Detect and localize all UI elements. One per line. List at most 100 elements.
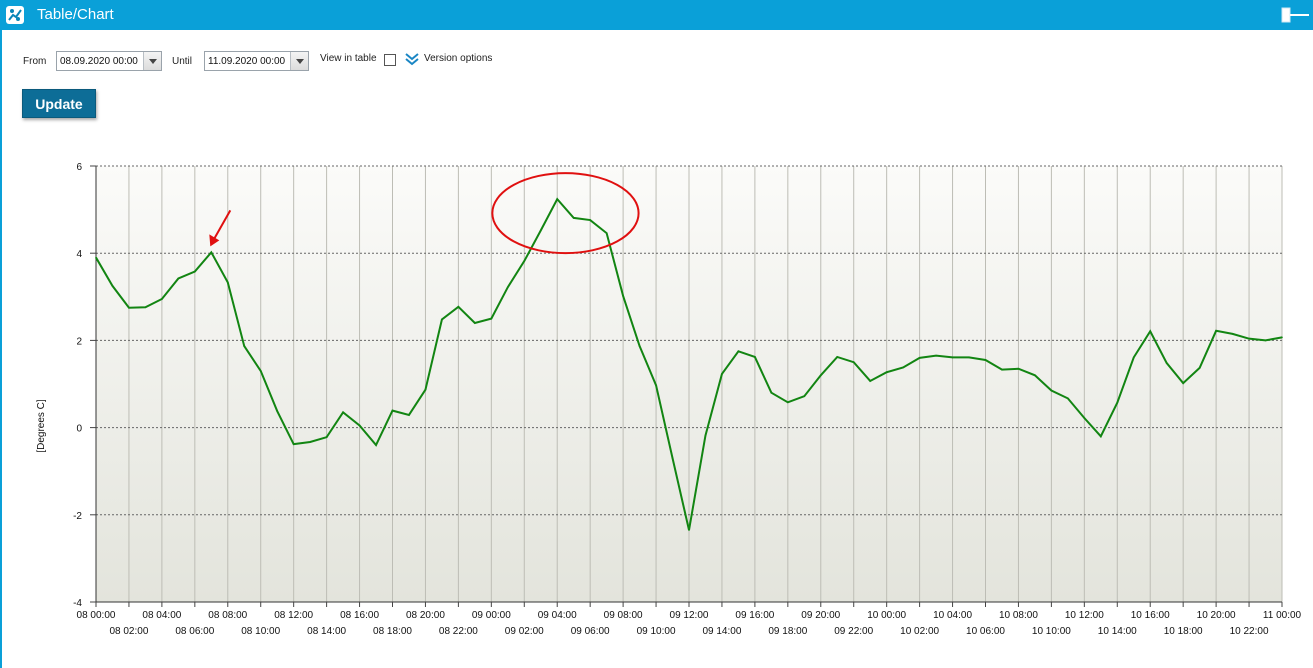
annotation-ellipse	[491, 172, 640, 255]
data-point	[1017, 367, 1020, 370]
data-point	[309, 441, 311, 443]
data-point	[902, 366, 904, 369]
x-tick-label: 10 00:00	[867, 610, 906, 621]
data-point	[1264, 339, 1267, 342]
data-point	[259, 370, 262, 372]
data-point	[243, 345, 246, 347]
data-point	[787, 401, 789, 404]
data-point	[128, 306, 130, 309]
from-date-picker[interactable]: 08.09.2020 00:00	[56, 51, 162, 71]
x-tick-label: 09 16:00	[735, 610, 774, 621]
x-tick-label: 08 10:00	[241, 626, 280, 637]
y-tick-label: -2	[73, 511, 82, 522]
x-tick-label: 08 02:00	[109, 626, 148, 637]
chevron-down-icon[interactable]	[143, 52, 161, 70]
data-point	[1034, 374, 1036, 377]
data-point	[292, 443, 295, 445]
y-tick-label: 2	[76, 336, 82, 347]
x-tick-label: 08 18:00	[373, 626, 412, 637]
data-point	[803, 395, 806, 398]
view-in-table-checkbox[interactable]	[384, 54, 396, 66]
temperature-line-chart: -4 -2 0 2 4 6 08 00:00 08 02:00 08 04:00 08 06:0…	[36, 162, 1302, 637]
data-point	[1182, 382, 1184, 384]
until-date-picker[interactable]: 11.09.2020 00:00	[204, 51, 309, 71]
maximize-icon[interactable]	[1281, 6, 1309, 24]
x-tick-label: 09 02:00	[505, 626, 544, 637]
x-tick-label: 08 22:00	[439, 626, 478, 637]
data-point	[935, 354, 937, 357]
data-point	[226, 281, 229, 284]
x-tick-label: 08 16:00	[340, 610, 379, 621]
data-point	[276, 410, 278, 412]
data-point	[539, 229, 542, 232]
data-point	[951, 356, 954, 359]
data-point	[391, 409, 394, 412]
double-chevron-down-icon[interactable]	[404, 52, 420, 66]
until-label: Until	[172, 56, 193, 67]
data-point	[655, 384, 657, 387]
annotation-arrowhead	[209, 234, 220, 247]
data-point	[1149, 330, 1152, 333]
y-tick-label: 6	[76, 162, 82, 173]
x-tick-label: 10 16:00	[1131, 610, 1170, 621]
data-point	[1165, 362, 1168, 364]
data-point	[671, 457, 674, 459]
from-date-value: 08.09.2020 00:00	[60, 56, 138, 67]
x-tick-label: 10 12:00	[1065, 610, 1104, 621]
data-point	[1215, 330, 1217, 332]
until-date-value: 11.09.2020 00:00	[208, 56, 286, 67]
x-tick-label: 09 08:00	[604, 610, 643, 621]
x-tick-label: 10 18:00	[1164, 626, 1203, 637]
data-point	[325, 436, 328, 438]
x-tick-label: 08 00:00	[77, 610, 116, 621]
chevron-down-icon[interactable]	[290, 52, 308, 70]
data-point	[1132, 356, 1135, 359]
x-tick-label: 09 12:00	[670, 610, 709, 621]
data-point	[95, 256, 97, 259]
data-point	[342, 411, 344, 414]
x-tick-label: 10 04:00	[933, 610, 972, 621]
data-point	[474, 322, 476, 324]
x-tick-label: 09 18:00	[768, 626, 807, 637]
update-button[interactable]: Update	[22, 89, 96, 118]
data-point	[622, 295, 624, 297]
x-tick-label: 09 06:00	[571, 626, 610, 637]
data-point	[869, 380, 871, 382]
data-point	[441, 318, 443, 321]
data-point	[408, 414, 410, 416]
data-point	[721, 373, 723, 375]
data-point	[1067, 397, 1069, 400]
x-tick-label: 09 10:00	[637, 626, 676, 637]
toolbar: From 08.09.2020 00:00 Until 11.09.2020 0…	[0, 0, 1313, 130]
x-tick-label: 10 20:00	[1197, 610, 1236, 621]
data-point	[770, 391, 773, 394]
data-point	[1050, 389, 1053, 392]
data-point	[507, 286, 509, 289]
data-point	[605, 232, 608, 234]
x-tick-label: 10 08:00	[999, 610, 1038, 621]
x-tick-label: 10 10:00	[1032, 626, 1071, 637]
data-point	[638, 345, 641, 347]
window-left-border	[0, 30, 2, 668]
data-point	[194, 270, 196, 273]
x-tick-label: 09 20:00	[801, 610, 840, 621]
data-point	[161, 298, 163, 300]
view-in-table-label: View in table	[320, 53, 377, 64]
data-point	[1100, 435, 1102, 438]
x-tick-label: 10 14:00	[1098, 626, 1137, 637]
title-bar: Table/Chart	[0, 0, 1313, 30]
data-point	[704, 434, 707, 437]
x-tick-label: 10 02:00	[900, 626, 939, 637]
data-point	[424, 388, 427, 391]
data-point	[556, 198, 559, 200]
data-point	[490, 317, 493, 320]
data-point	[457, 306, 460, 308]
x-tick-label: 08 08:00	[208, 610, 247, 621]
version-options-link[interactable]: Version options	[424, 53, 493, 64]
data-point	[1083, 417, 1086, 419]
y-tick-label: -4	[73, 598, 82, 609]
y-tick-label: 4	[76, 249, 82, 260]
y-tick-label: 0	[76, 424, 82, 435]
data-point	[572, 217, 575, 219]
x-tick-label: 10 06:00	[966, 626, 1005, 637]
